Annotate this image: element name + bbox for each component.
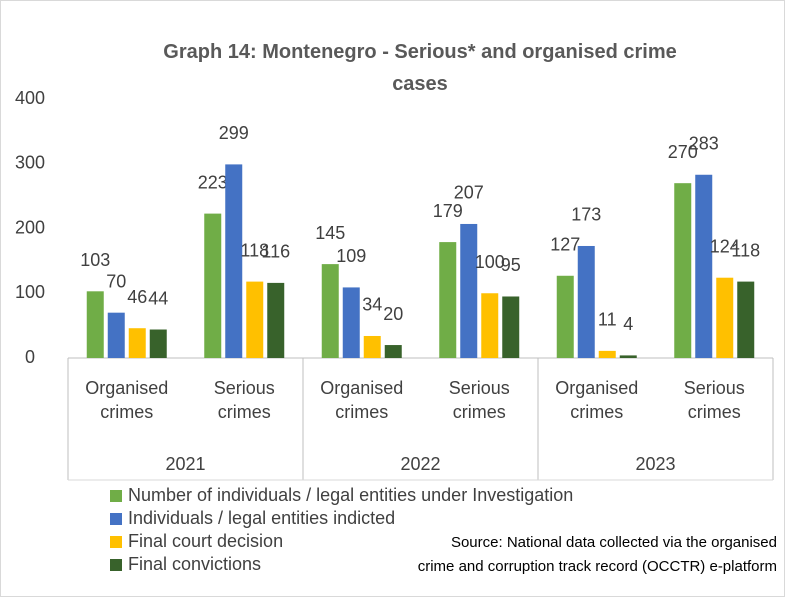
bar [577,245,595,358]
data-label: 118 [731,240,760,260]
bar [598,350,616,358]
bar [674,183,692,358]
group-label: 2023 [635,454,675,474]
data-label: 118 [240,240,269,260]
data-label: 34 [362,295,382,315]
bar [737,281,755,358]
y-tick-label: 300 [15,153,45,173]
legend-label: Final convictions [128,554,261,574]
legend-label: Final court decision [128,531,283,551]
source-note: crime and corruption track record (OCCTR… [418,558,777,575]
bar [619,355,637,358]
bar [695,174,713,358]
bar [321,264,339,358]
y-tick-label: 100 [15,282,45,302]
legend-swatch [110,536,122,548]
y-tick-label: 400 [15,88,45,108]
x-tick-label: Serious crimes [448,378,510,422]
bar [86,291,104,358]
bar [716,277,734,358]
source-note: Source: National data collected via the … [451,534,777,551]
data-label: 20 [383,304,403,324]
data-label: 44 [148,288,168,308]
data-label: 46 [127,287,147,307]
bar [556,275,574,358]
data-label: 103 [80,250,110,270]
data-label: 179 [433,201,463,221]
y-tick-label: 0 [25,347,35,367]
bar [384,345,402,358]
legend-swatch [110,490,122,502]
bar [128,328,146,358]
data-label: 127 [550,235,580,255]
data-label: 4 [623,314,633,334]
bar [342,287,360,358]
legend-label: Number of individuals / legal entities u… [128,485,573,505]
data-label: 270 [668,142,698,162]
bar [439,242,457,358]
data-label: 173 [571,205,601,225]
legend-swatch [110,559,122,571]
bar [460,223,478,358]
x-tick-label: Organised crimes [555,378,639,422]
data-label: 207 [454,183,484,203]
x-tick-label: Serious crimes [683,378,745,422]
x-tick-label: Serious crimes [213,378,275,422]
bar [149,329,167,358]
data-label: 116 [261,242,290,262]
bar [363,335,381,358]
legend-swatch [110,513,122,525]
group-label: 2021 [165,454,205,474]
x-tick-label: Organised crimes [320,378,404,422]
bar [246,281,264,358]
bar [481,293,499,358]
bar [502,296,520,358]
chart-title: Graph 14: Montenegro - Serious* and orga… [163,41,677,95]
data-label: 95 [501,255,521,275]
data-label: 145 [315,223,345,243]
x-tick-label: Organised crimes [85,378,169,422]
data-label: 109 [336,246,366,266]
bar [225,164,243,358]
bar [267,282,285,358]
data-label: 299 [219,123,249,143]
y-tick-label: 200 [15,217,45,237]
data-label: 283 [689,134,719,154]
data-label: 124 [710,236,740,256]
bar [204,213,222,358]
data-label: 70 [106,271,126,291]
data-label: 223 [198,172,228,192]
data-label: 11 [598,310,617,330]
group-label: 2022 [400,454,440,474]
data-label: 100 [475,252,505,272]
bar [107,312,125,358]
legend-label: Individuals / legal entities indicted [128,508,395,528]
